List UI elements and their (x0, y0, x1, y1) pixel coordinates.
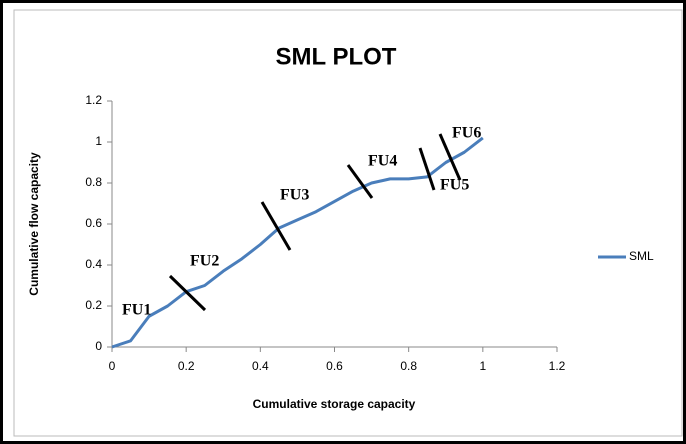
annotation: FU6 (452, 125, 481, 142)
y-axis-label: Cumulative flow capacity (27, 152, 41, 296)
cut-mark (346, 164, 374, 199)
cut-mark (168, 274, 207, 312)
annotation: FU1 (122, 302, 151, 319)
cut-marks (168, 133, 462, 312)
cut-mark (260, 201, 292, 251)
y-tick-label: 0.2 (85, 298, 102, 312)
chart-border (13, 9, 683, 437)
annotation: FU5 (440, 177, 469, 194)
annotation: FU2 (190, 253, 219, 270)
x-axis-label: Cumulative storage capacity (253, 397, 416, 411)
x-tick-label: 0 (109, 359, 116, 373)
x-tick-label: 0.2 (178, 359, 195, 373)
x-tick-label: 0.6 (326, 359, 343, 373)
annotation: FU4 (368, 153, 397, 170)
x-tick-label: 0.4 (252, 359, 269, 373)
cut-mark (438, 133, 462, 181)
legend-label: SML (629, 249, 654, 263)
x-tick-label: 1.2 (549, 359, 566, 373)
y-tick-label: 1 (95, 134, 102, 148)
x-tick-label: 0.8 (400, 359, 417, 373)
y-tick-label: 0 (95, 339, 102, 353)
cut-mark (418, 147, 436, 191)
y-tick-label: 0.6 (85, 216, 102, 230)
y-tick-label: 0.4 (85, 257, 102, 271)
chart-title: SML PLOT (276, 43, 397, 70)
series-line (111, 136, 484, 349)
annotation: FU3 (280, 187, 309, 204)
x-tick-label: 1 (479, 359, 486, 373)
y-tick-label: 1.2 (85, 93, 102, 107)
y-tick-label: 0.8 (85, 175, 102, 189)
